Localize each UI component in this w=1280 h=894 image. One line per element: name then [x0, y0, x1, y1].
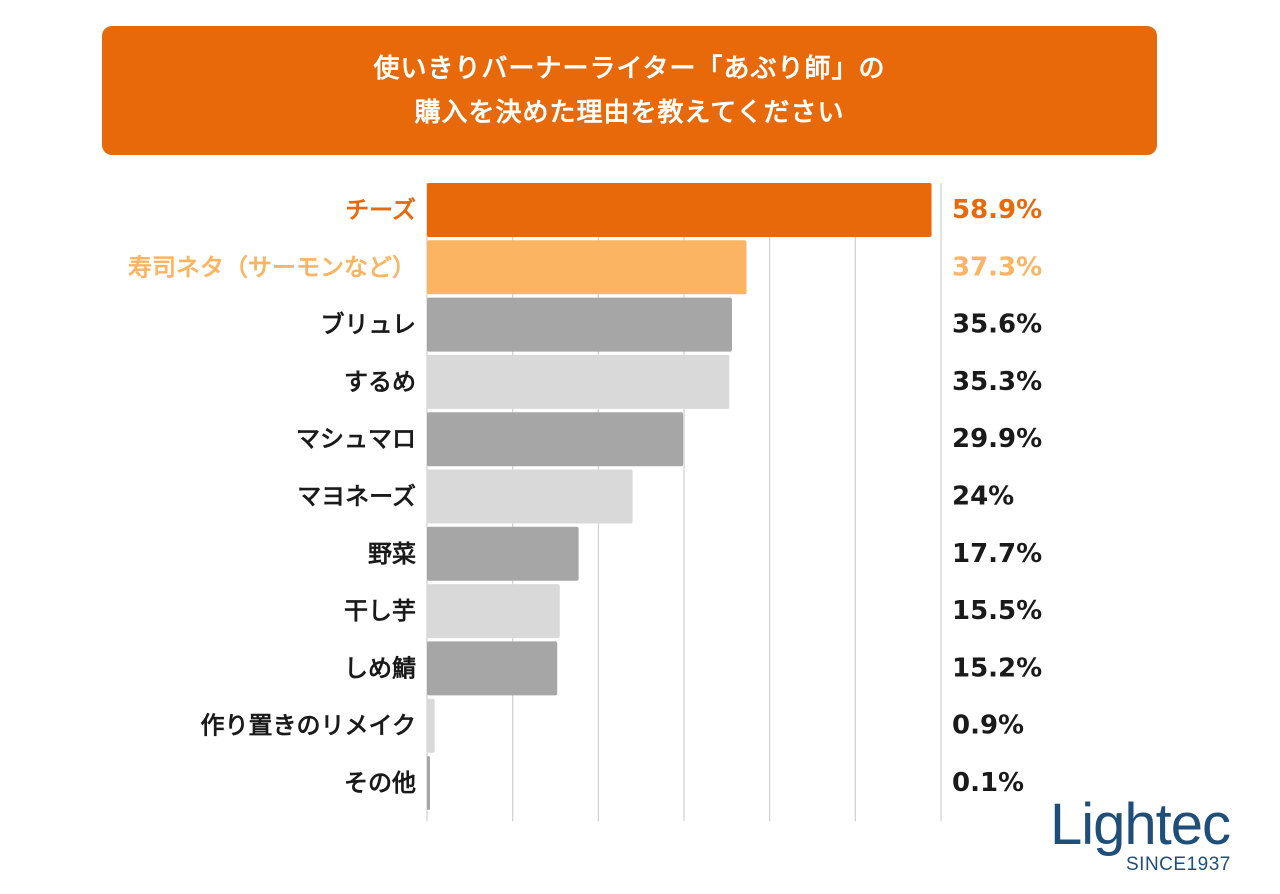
logo-tagline: SINCE1937 [1126, 854, 1231, 875]
category-label: マシュマロ [296, 425, 416, 453]
bar [427, 641, 558, 696]
bar [427, 526, 579, 581]
category-label: 寿司ネタ（サーモンなど） [128, 253, 416, 281]
bar [427, 469, 633, 524]
category-label: 作り置きのリメイク [200, 712, 416, 740]
category-label: ブリュレ [320, 311, 416, 339]
value-label: 35.6% [952, 310, 1042, 340]
bar [427, 412, 684, 467]
value-label: 15.2% [952, 653, 1042, 683]
category-label: 干し芋 [344, 597, 416, 625]
category-label: マヨネーズ [297, 483, 416, 511]
logo-wordmark: Lightec [1050, 792, 1231, 857]
value-label: 37.3% [952, 252, 1042, 282]
category-label: チーズ [345, 196, 416, 224]
category-label: その他 [344, 769, 416, 797]
value-label: 58.9% [952, 195, 1042, 225]
bar [427, 354, 730, 409]
category-label: 野菜 [368, 540, 416, 568]
bar [427, 756, 430, 810]
value-label: 35.3% [952, 367, 1042, 397]
bar [427, 698, 435, 753]
value-label: 0.9% [952, 711, 1024, 741]
bar [427, 240, 747, 295]
chart-title-banner: 使いきりバーナーライター「あぶり師」の 購入を決めた理由を教えてください [102, 26, 1157, 155]
bar [427, 183, 932, 237]
lightec-logo: Lightec SINCE1937 [1050, 796, 1250, 886]
value-label: 29.9% [952, 424, 1042, 454]
value-label: 0.1% [952, 768, 1024, 798]
bar [427, 584, 560, 639]
value-label: 24% [952, 482, 1014, 512]
category-label: しめ鯖 [344, 654, 416, 682]
bar [427, 297, 732, 352]
category-label: するめ [344, 368, 416, 396]
chart-title-line2: 購入を決めた理由を教えてください [414, 97, 845, 128]
value-label: 17.7% [952, 539, 1042, 569]
value-label: 15.5% [952, 596, 1042, 626]
chart-title-line1: 使いきりバーナーライター「あぶり師」の [373, 53, 886, 84]
